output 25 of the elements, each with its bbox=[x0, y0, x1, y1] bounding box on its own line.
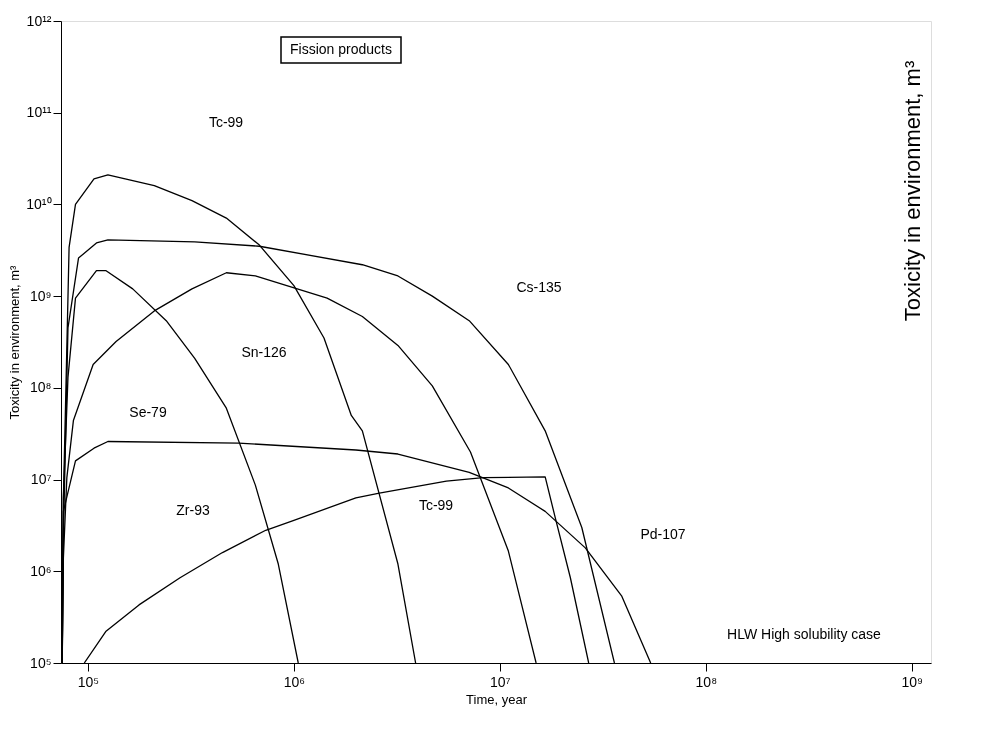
annotation: Tc-99 bbox=[418, 497, 454, 513]
y-tick-label: 10⁵ bbox=[30, 654, 52, 671]
y2-axis-title: Toxicity in environment, m³ bbox=[900, 60, 925, 322]
y-tick-label: 10⁷ bbox=[30, 471, 52, 488]
annotation: Se-79 bbox=[129, 404, 167, 420]
annotation: Zr-93 bbox=[176, 502, 210, 518]
annotation: Tc-99 bbox=[208, 114, 244, 130]
y-tick-label: 10⁶ bbox=[30, 562, 52, 579]
y-tick-label: 10¹² bbox=[26, 12, 52, 29]
y-tick-label: 10¹¹ bbox=[26, 104, 52, 121]
annotation: Fission products bbox=[290, 41, 392, 57]
y-tick-label: 10¹⁰ bbox=[26, 195, 52, 212]
y-tick-label: 10⁹ bbox=[29, 287, 52, 304]
annotation: Cs-135 bbox=[516, 279, 562, 295]
annotation: Sn-126 bbox=[241, 344, 287, 360]
y-axis-title: Toxicity in environment, m³ bbox=[7, 264, 23, 420]
x-tick-label: 10⁵ bbox=[77, 673, 100, 690]
y-tick-label: 10⁸ bbox=[30, 379, 52, 396]
x-tick-label: 10⁹ bbox=[901, 673, 924, 690]
annotation: HLW High solubility case bbox=[727, 626, 882, 642]
x-axis-title: Time, year bbox=[466, 691, 528, 707]
x-tick-label: 10⁶ bbox=[283, 673, 306, 690]
x-tick-label: 10⁸ bbox=[695, 673, 718, 690]
x-tick-label: 10⁷ bbox=[490, 673, 511, 690]
annotation: Pd-107 bbox=[640, 526, 686, 542]
